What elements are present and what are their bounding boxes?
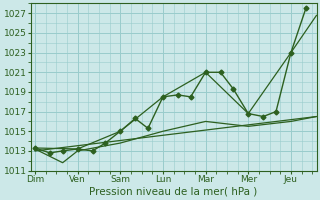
X-axis label: Pression niveau de la mer( hPa ): Pression niveau de la mer( hPa ) — [90, 187, 258, 197]
